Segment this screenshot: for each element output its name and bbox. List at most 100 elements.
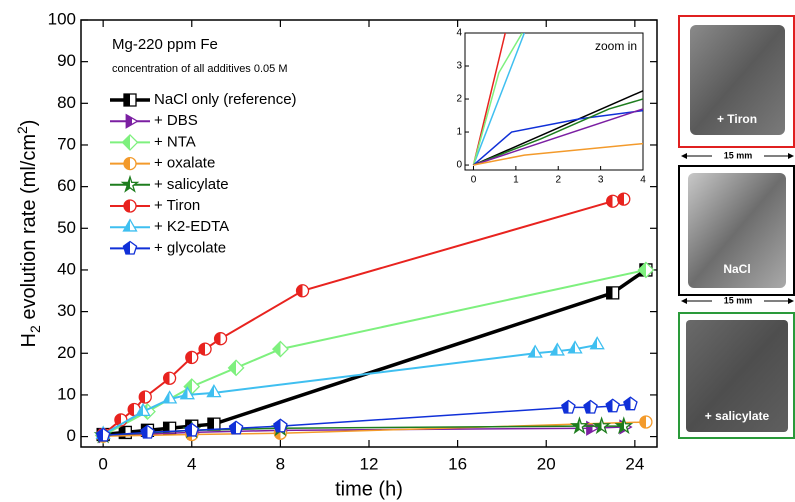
photo	[688, 173, 786, 288]
data-point	[589, 336, 605, 350]
data-point	[227, 359, 245, 377]
x-tick-label: 20	[537, 454, 556, 473]
photo	[686, 320, 788, 432]
data-point	[617, 192, 631, 206]
x-tick-label: 24	[625, 454, 644, 473]
inset-x-tick-label: 3	[598, 175, 604, 186]
data-point	[623, 396, 638, 411]
y-axis-label: H2 evolution rate (ml/cm2)	[14, 120, 43, 348]
legend-label: + K2-EDTA	[154, 218, 229, 235]
data-point	[637, 261, 655, 279]
data-point	[95, 427, 111, 442]
inset-line	[472, 33, 523, 166]
legend-marker	[123, 156, 137, 171]
inset-x-tick-label: 4	[640, 175, 646, 186]
data-point	[583, 399, 598, 414]
data-point	[138, 390, 152, 404]
y-tick-label: 50	[57, 218, 76, 237]
chart-title: Mg-220 ppm Fe	[112, 36, 218, 53]
y-tick-label: 40	[57, 259, 76, 278]
y-axis-label-part: 2	[27, 325, 43, 333]
data-point	[271, 340, 289, 358]
legend-marker	[123, 199, 137, 213]
x-tick-label: 8	[276, 454, 285, 473]
legend-marker	[125, 113, 139, 129]
data-point	[561, 399, 576, 414]
y-tick-label: 90	[57, 51, 76, 70]
data-point	[162, 371, 177, 385]
x-tick-label: 0	[98, 454, 107, 473]
data-point	[118, 425, 132, 440]
scale-label: 15 mm	[724, 295, 753, 305]
legend-label: + oxalate	[154, 155, 215, 172]
legend-marker	[120, 174, 140, 193]
x-tick-label: 16	[448, 454, 467, 473]
panel-caption: + salicylate	[705, 409, 770, 423]
inset-y-tick-label: 2	[456, 94, 462, 105]
y-tick-label: 60	[57, 176, 76, 195]
legend-marker	[123, 93, 137, 107]
y-axis-label-part: 2	[14, 126, 30, 134]
data-point	[198, 342, 212, 356]
panel-caption: + Tiron	[717, 112, 757, 126]
data-point	[206, 384, 222, 398]
legend-label: + Tiron	[154, 197, 200, 214]
inset-line	[473, 108, 643, 166]
y-axis-label-part: H	[18, 333, 40, 347]
legend-label: + salicylate	[154, 176, 229, 193]
inset-y-tick-label: 1	[456, 127, 462, 138]
y-axis-label-part: )	[18, 120, 40, 127]
data-point	[140, 424, 155, 439]
data-point	[273, 418, 288, 433]
legend-label: + NTA	[154, 133, 196, 150]
data-point	[184, 422, 200, 437]
y-tick-label: 0	[67, 426, 76, 445]
chart-subtitle: concentration of all additives 0.05 M	[112, 63, 288, 75]
inset-line	[472, 109, 643, 166]
scale-label: 15 mm	[724, 150, 753, 160]
data-point	[161, 390, 178, 404]
data-point	[614, 416, 634, 435]
legend-label: + glycolate	[154, 239, 226, 256]
inset-x-tick-label: 0	[471, 175, 477, 186]
data-point	[527, 344, 543, 358]
inset-line	[473, 98, 643, 166]
inset-x-tick-label: 1	[513, 175, 519, 186]
legend-label: NaCl only (reference)	[154, 91, 297, 108]
inset-y-tick-label: 3	[456, 61, 462, 72]
data-point	[606, 286, 620, 300]
legend-marker	[121, 133, 139, 151]
photo-panels: + Tiron 15 mm NaCl 15 mm + salicylate	[678, 15, 795, 439]
data-point	[570, 416, 589, 435]
y-tick-label: 100	[48, 9, 76, 28]
inset-title: zoom in	[595, 39, 637, 53]
data-point	[605, 398, 621, 413]
data-point	[228, 420, 244, 435]
data-point	[135, 402, 151, 416]
panel-caption: NaCl	[723, 262, 750, 276]
data-point	[586, 420, 600, 436]
inset-line	[473, 90, 643, 166]
data-point	[207, 417, 221, 431]
legend-marker	[122, 218, 138, 232]
y-tick-label: 20	[57, 343, 76, 362]
data-point	[639, 415, 653, 429]
inset-line	[472, 33, 526, 166]
data-point	[592, 416, 612, 435]
inset-x-tick-label: 2	[555, 175, 561, 186]
data-point	[179, 386, 195, 400]
data-point	[606, 194, 620, 208]
data-point	[567, 340, 583, 354]
inset-series	[472, 33, 643, 166]
data-point	[549, 342, 565, 356]
x-tick-label: 12	[360, 454, 379, 473]
y-tick-label: 70	[57, 134, 76, 153]
y-axis-label-part: evolution rate (ml/cm	[18, 134, 40, 325]
legend-label: + DBS	[154, 112, 198, 129]
legend-marker	[122, 240, 138, 255]
inset-line	[473, 142, 643, 166]
x-tick-label: 4	[187, 454, 196, 473]
x-axis-label: time (h)	[335, 478, 403, 500]
